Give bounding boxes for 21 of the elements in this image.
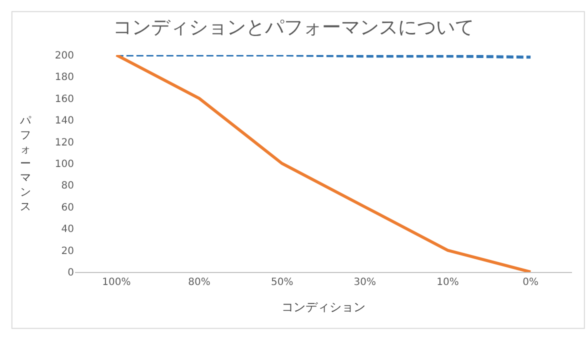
x-axis-title: コンディション: [282, 300, 366, 314]
y-tick-label: 200: [54, 50, 74, 62]
y-tick-label: 0: [68, 268, 74, 278]
y-tick-label: 140: [54, 116, 74, 127]
line-series: [114, 55, 532, 272]
x-tick-label: 100%: [102, 277, 131, 288]
y-axis-title: パフォーマンス: [19, 114, 32, 213]
x-tick-label: 0%: [522, 277, 539, 288]
x-tick-label: 10%: [436, 277, 459, 288]
y-tick-label: 20: [61, 246, 74, 257]
y-tick-label: 160: [54, 94, 74, 105]
y-tick-label: 60: [61, 202, 74, 214]
y-tick-label: 180: [54, 72, 74, 84]
x-tick-label: 50%: [270, 277, 294, 288]
y-tick-label: 80: [61, 180, 74, 192]
chart-title: コンディションとパフォーマンスについて: [113, 16, 474, 39]
x-tick-label: 30%: [354, 277, 376, 288]
x-tick-label: 80%: [188, 277, 210, 288]
y-tick-label: 40: [61, 224, 74, 236]
y-tick-label: 100: [54, 159, 74, 170]
y-tick-label: 120: [54, 137, 74, 148]
